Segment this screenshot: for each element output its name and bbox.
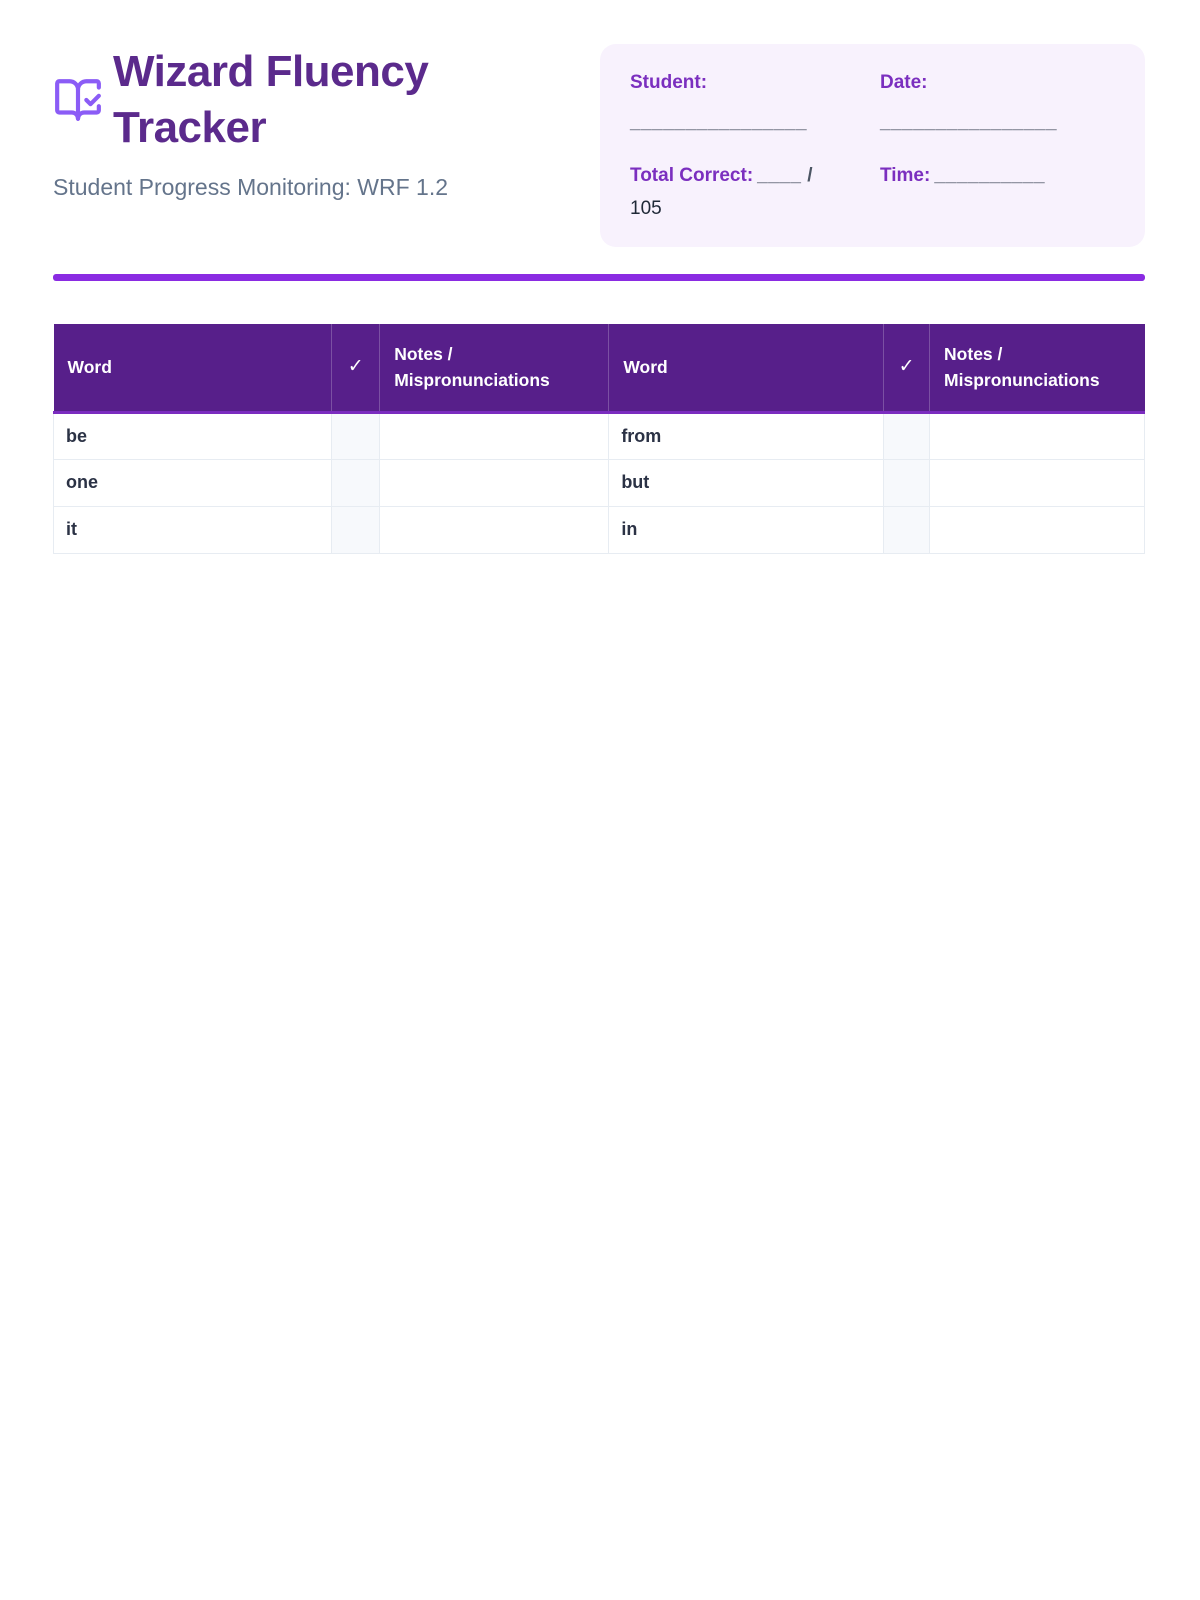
check-cell: [331, 411, 381, 460]
word-cell: from: [608, 411, 885, 460]
time-label: Time:: [880, 164, 931, 186]
title-block: Wizard Fluency Tracker Student Progress …: [53, 44, 573, 201]
table-row: be from: [52, 411, 1145, 460]
date-blank-line: ________________: [880, 111, 1058, 133]
check-cell: [331, 458, 381, 507]
info-card: Student: ________________ Date: ________…: [600, 44, 1145, 248]
time-blank-line: __________: [934, 164, 1046, 186]
total-correct-max-value: 105: [630, 198, 662, 220]
word-cell: but: [608, 458, 885, 507]
student-label: Student:: [630, 72, 708, 93]
notes-cell: [379, 411, 610, 460]
book-open-check-icon: [53, 75, 103, 125]
table-header-row: Word ✓ Notes / Mispronunciations Word ✓ …: [53, 324, 1145, 414]
col-header-word-left: Word: [53, 324, 333, 414]
table-row: it in: [52, 505, 1145, 554]
notes-cell: [929, 458, 1145, 507]
table-row: one but: [52, 458, 1145, 507]
total-correct-field: Total Correct: ____ / 105: [630, 165, 880, 222]
header: Wizard Fluency Tracker Student Progress …: [53, 44, 1145, 248]
col-header-notes-left: Notes / Mispronunciations: [379, 324, 610, 414]
word-cell: one: [52, 458, 333, 507]
date-label: Date:: [880, 72, 928, 93]
col-header-check-left: ✓: [331, 324, 381, 414]
check-cell: [883, 411, 931, 460]
date-field: Date: ________________: [880, 72, 1115, 135]
total-correct-label: Total Correct:: [630, 164, 754, 186]
total-correct-blank-line: ____ /: [757, 164, 813, 186]
time-field: Time: __________: [880, 165, 1115, 222]
col-header-notes-right: Notes / Mispronunciations: [929, 324, 1145, 414]
word-tracking-table: Word ✓ Notes / Mispronunciations Word ✓ …: [52, 324, 1145, 554]
check-cell: [883, 458, 931, 507]
page-title: Wizard Fluency Tracker: [113, 47, 429, 153]
notes-cell: [929, 505, 1145, 554]
col-header-check-right: ✓: [883, 324, 931, 414]
word-cell: be: [52, 411, 333, 460]
check-cell: [883, 505, 931, 554]
notes-cell: [929, 411, 1145, 460]
check-cell: [331, 505, 381, 554]
word-cell: it: [52, 505, 333, 554]
col-header-word-right: Word: [608, 324, 885, 414]
divider: [53, 274, 1145, 282]
student-field: Student: ________________: [630, 72, 880, 135]
page-subtitle: Student Progress Monitoring: WRF 1.2: [53, 173, 448, 200]
notes-cell: [379, 505, 610, 554]
notes-cell: [379, 458, 610, 507]
word-cell: in: [608, 505, 885, 554]
student-blank-line: ________________: [630, 111, 808, 133]
